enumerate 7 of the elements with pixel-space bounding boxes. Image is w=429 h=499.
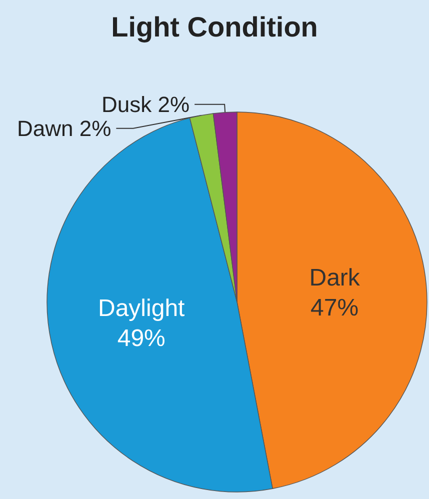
slice-label: Dark: [309, 264, 361, 292]
slice-label: Dawn 2%: [17, 116, 112, 141]
slice-label: Daylight: [98, 294, 186, 322]
data-label: 47%: [310, 294, 359, 322]
slice-label: Dusk 2%: [102, 92, 190, 117]
chart-title: Light Condition: [111, 12, 318, 42]
data-label: 49%: [117, 324, 166, 352]
